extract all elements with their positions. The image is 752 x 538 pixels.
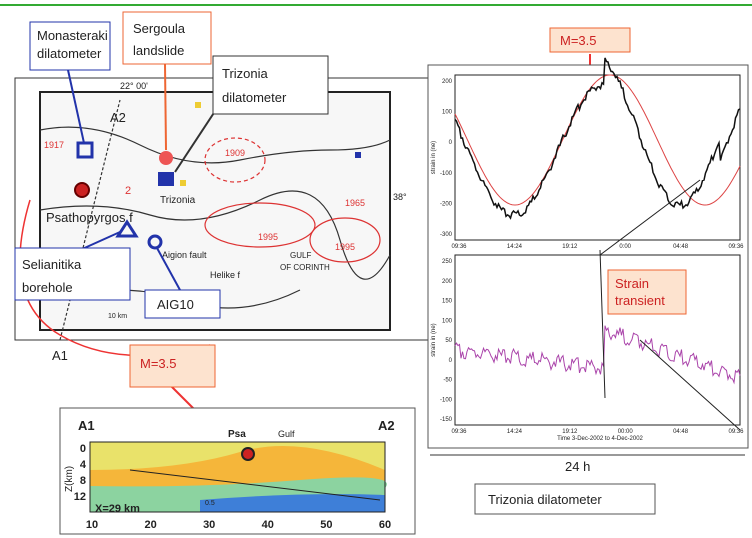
callout-text: M=3.5 (560, 33, 597, 48)
callout-text: Selianitika (22, 257, 82, 272)
map-markers (74, 102, 361, 250)
x-axis-label: Time 3-Dec-2002 to 4-Dec-2002 (557, 436, 643, 442)
site-number: 2 (125, 185, 131, 197)
x-tick-label: 30 (203, 519, 215, 531)
x-tick-label: 60 (379, 519, 391, 531)
x-tick-label: 19:12 (562, 429, 578, 435)
distance-label: X=29 km (95, 503, 140, 515)
y-tick-label: 250 (442, 259, 453, 265)
x-tick-label: 20 (144, 519, 156, 531)
profile-start: A1 (52, 348, 68, 363)
y-tick-label: 4 (80, 459, 87, 471)
section-end: A2 (378, 418, 395, 433)
callout-box (212, 55, 329, 115)
gulf-label: Gulf (278, 429, 295, 439)
profile-end: A2 (110, 110, 126, 125)
quake-year: 1917 (44, 140, 64, 150)
y-tick-label: 0 (449, 140, 453, 146)
y-tick-label: 0 (449, 358, 453, 364)
fault-label: Psathopyrgos f (46, 210, 133, 225)
x-tick-label: 10 (86, 519, 98, 531)
curve (454, 325, 741, 385)
plot-area (454, 254, 741, 426)
y-tick-label: -100 (440, 397, 453, 403)
x-tick-label: 19:12 (562, 244, 578, 250)
y-tick-label: -100 (440, 171, 453, 177)
x-tick-label: 09:36 (451, 429, 467, 435)
caption: Trizonia dilatometer (488, 492, 602, 507)
callout-box (14, 247, 131, 301)
callout-box (29, 21, 111, 71)
callout-text: Strain (615, 276, 649, 291)
x-tick-label: 09:36 (451, 244, 467, 250)
x-tick-label: 04:48 (673, 429, 689, 435)
x-tick-label: 50 (320, 519, 332, 531)
y-tick-label: 8 (80, 475, 86, 487)
gulf-label: GULF (290, 251, 311, 260)
fault-label: Helike f (210, 270, 241, 280)
map-longitude: 22° 00' (120, 81, 148, 91)
map-latitude: 38° (393, 192, 407, 202)
caption-box (474, 483, 656, 515)
quake-year: 1995 (258, 232, 278, 242)
plot-zoom-lines (599, 179, 741, 431)
y-tick-label: 0 (80, 443, 86, 455)
plots: 200 100 0 -100 -200 -300 09:36 14:24 19:12 0:00 04… (431, 57, 744, 442)
callout-text: borehole (22, 280, 73, 295)
y-tick-label: -200 (440, 201, 453, 207)
y-tick-label: 200 (442, 279, 453, 285)
section-ylabel: Z(km) (64, 466, 75, 492)
x-tick-label: 00:00 (618, 429, 634, 435)
callout-box (122, 11, 212, 65)
station-label: Psa (228, 429, 246, 440)
x-tick-label: 40 (262, 519, 274, 531)
callout-box (144, 289, 221, 319)
callout-box (129, 344, 216, 388)
trizonia-label: Trizonia (160, 195, 196, 206)
x-tick-label: 14:24 (507, 244, 523, 250)
callout-box (607, 269, 687, 315)
x-tick-label: 14:24 (507, 429, 523, 435)
callout-text: Monasteraki (37, 28, 108, 43)
y-tick-label: 200 (442, 79, 453, 85)
section-start: A1 (78, 418, 95, 433)
y-tick-label: 150 (442, 299, 453, 305)
y-tick-label: -50 (443, 378, 452, 384)
quake-year: 1909 (225, 148, 245, 158)
x-tick-label: 09:36 (728, 244, 744, 250)
gulf-label: OF CORINTH (280, 263, 330, 272)
callout-text: landslide (133, 43, 184, 58)
y-tick-label: -300 (440, 232, 453, 238)
x-tick-label: 0:00 (619, 244, 631, 250)
callout-text: dilatometer (37, 46, 102, 61)
plot-area (454, 74, 741, 241)
callout-text: Trizonia (222, 66, 269, 81)
quake-year: 1995 (335, 242, 355, 252)
y-tick-label: -150 (440, 417, 453, 423)
x-tick-label: 09:36 (728, 429, 744, 435)
duration-label: 24 h (565, 459, 590, 474)
contour-label: 0.5 (205, 500, 215, 507)
y-tick-label: 50 (445, 338, 452, 344)
callout-text: M=3.5 (140, 356, 177, 371)
y-axis-label: strain in (ne) (431, 323, 437, 356)
y-tick-label: 12 (74, 491, 86, 503)
callout-text: Sergoula (133, 21, 186, 36)
curve (454, 74, 741, 206)
y-tick-label: 100 (442, 110, 453, 116)
callout-text: dilatometer (222, 90, 287, 105)
x-tick-label: 04:48 (673, 244, 689, 250)
callout-text: AIG10 (157, 297, 194, 312)
fault-label: Aigion fault (162, 250, 207, 260)
y-axis-label: strain in (ne) (431, 141, 437, 174)
quake-year: 1965 (345, 198, 365, 208)
y-tick-label: 100 (442, 318, 453, 324)
callout-box (549, 27, 631, 53)
scale-label: 10 km (108, 313, 127, 320)
callout-text: transient (615, 293, 665, 308)
section-art (89, 441, 387, 513)
curve (454, 57, 741, 220)
